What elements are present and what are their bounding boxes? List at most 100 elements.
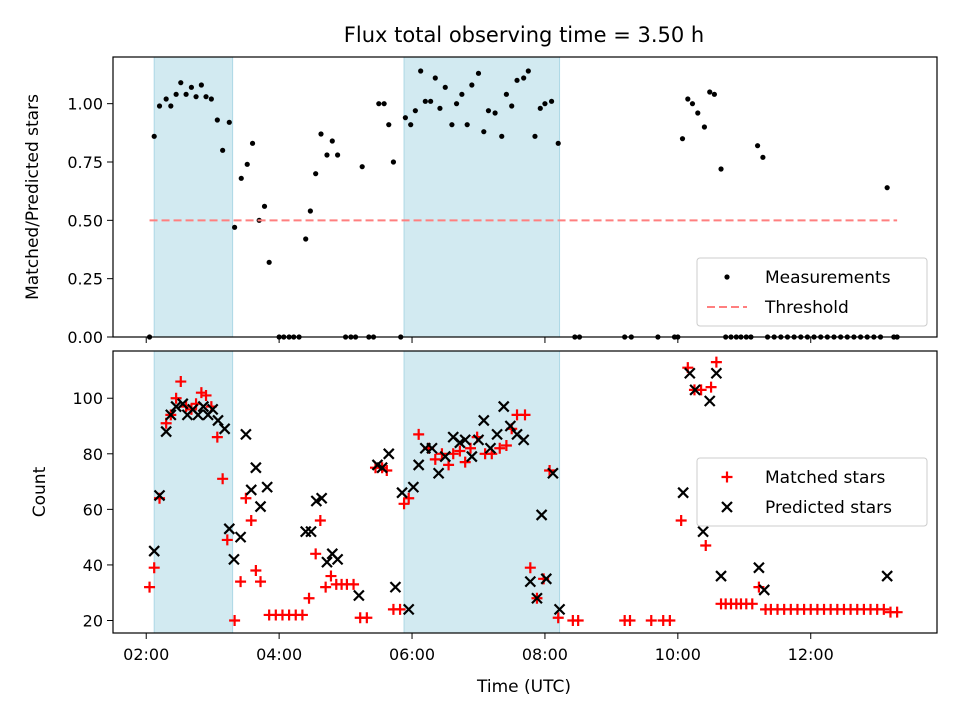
measurements-point — [449, 122, 455, 128]
measurements-point — [198, 82, 204, 88]
predicted-stars-point — [478, 414, 490, 427]
measurements-point — [499, 133, 505, 139]
matched-stars-point — [552, 612, 564, 624]
measurements-point — [151, 133, 157, 139]
measurements-point — [537, 105, 543, 111]
predicted-stars-point — [491, 428, 503, 441]
legend-predicted-label: Predicted stars — [765, 498, 892, 518]
predicted-stars-point — [321, 556, 333, 568]
measurements-point — [329, 138, 335, 144]
measurements-point — [335, 152, 341, 158]
matched-stars-point — [624, 614, 636, 626]
measurements-point — [464, 122, 470, 128]
matched-stars-point — [381, 464, 393, 476]
predicted-stars-point — [170, 400, 182, 413]
legend-matched-marker — [721, 471, 733, 483]
measurements-point — [324, 152, 330, 158]
legend-measurements-label: Measurements — [765, 268, 891, 288]
count-legend: Matched stars Predicted stars — [696, 457, 928, 527]
measurements-point — [428, 98, 434, 104]
measurements-point — [754, 143, 761, 149]
matched-stars-point — [705, 381, 717, 393]
matched-stars-point — [500, 439, 512, 451]
matched-stars-point — [710, 356, 722, 368]
matched-stars-point — [310, 548, 322, 560]
predicted-stars-point — [240, 428, 252, 441]
predicted-stars-point — [703, 395, 716, 407]
matched-stars-point — [700, 539, 712, 551]
matched-stars-point — [891, 606, 903, 618]
measurements-point — [437, 105, 443, 111]
measurements-point — [208, 96, 214, 102]
measurements-point — [481, 129, 487, 135]
predicted-stars-point — [160, 425, 172, 438]
matched-stars-point — [235, 576, 247, 588]
measurements-point — [509, 103, 515, 109]
matched-stars-point — [645, 614, 657, 626]
ratio-panel: 0.00 0.25 0.50 0.75 1.00 Matched/Predicted s… — [23, 56, 938, 347]
measurements-point — [412, 108, 418, 114]
matched-stars-point — [429, 453, 441, 465]
measurements-point — [475, 70, 482, 76]
measurements-point — [188, 84, 195, 90]
measurements-point — [232, 224, 238, 230]
predicted-stars-point — [212, 414, 224, 427]
measurements-point — [701, 124, 708, 130]
ratio-legend-box — [696, 257, 928, 327]
measurements-point — [689, 101, 696, 107]
predicted-stars-point — [389, 581, 402, 593]
matched-stars-point — [348, 578, 360, 590]
measurements-point — [261, 203, 268, 209]
measurements-point — [313, 171, 319, 177]
y-tick-label: 0.25 — [67, 270, 103, 289]
measurements-point — [532, 133, 538, 139]
predicted-stars-point — [407, 481, 420, 493]
measurements-point — [226, 119, 232, 125]
matched-stars-point — [250, 564, 262, 576]
measurements-point — [168, 103, 174, 109]
x-tick-label: 04:00 — [256, 645, 302, 664]
matched-stars-point — [403, 492, 415, 504]
predicted-stars-point — [305, 525, 317, 538]
legend-predicted-marker — [721, 501, 733, 513]
matched-stars-point — [211, 431, 223, 443]
predicted-stars-point — [697, 525, 709, 538]
predicted-stars-point — [715, 570, 727, 582]
predicted-stars-point — [497, 400, 510, 413]
predicted-stars-point — [466, 450, 478, 463]
measurements-point — [514, 77, 520, 83]
predicted-stars-point — [299, 525, 312, 538]
measurements-point — [178, 80, 184, 86]
measurements-point — [386, 122, 392, 128]
matched-stars-point — [361, 612, 373, 624]
matched-stars-point — [494, 442, 506, 454]
matched-stars-point — [878, 603, 890, 615]
matched-stars-point — [398, 498, 410, 510]
predicted-stars-point — [234, 531, 247, 543]
matched-stars-point — [170, 392, 182, 404]
predicted-stars-point — [176, 398, 189, 410]
matched-stars-point — [519, 409, 531, 421]
count-panel: 02:00 04:00 06:00 08:00 10:00 12:00 20 40 60 80 10… — [30, 350, 938, 664]
measurements-point — [679, 136, 686, 142]
x-tick-label: 02:00 — [123, 645, 169, 664]
predicted-stars-point — [677, 486, 689, 499]
x-tick-label: 12:00 — [788, 645, 834, 664]
shaded-interval — [153, 350, 234, 634]
predicted-stars-point — [881, 570, 893, 582]
y-tick-label: 60 — [83, 500, 103, 519]
measurements-point — [203, 94, 209, 100]
measurements-point — [359, 164, 365, 170]
matched-stars-point — [245, 514, 257, 526]
predicted-stars-point — [484, 442, 497, 455]
ratio-panel-frame — [112, 56, 938, 338]
measurements-point — [525, 68, 531, 74]
x-tick-label: 08:00 — [522, 645, 568, 664]
x-axis-label: Time (UTC) — [476, 677, 571, 697]
predicted-stars-point — [331, 553, 344, 566]
y-tick-label: 40 — [83, 556, 103, 575]
predicted-stars-point — [218, 423, 231, 435]
measurements-point — [303, 236, 309, 242]
shaded-interval — [403, 56, 561, 338]
legend-threshold-label: Threshold — [764, 298, 849, 318]
